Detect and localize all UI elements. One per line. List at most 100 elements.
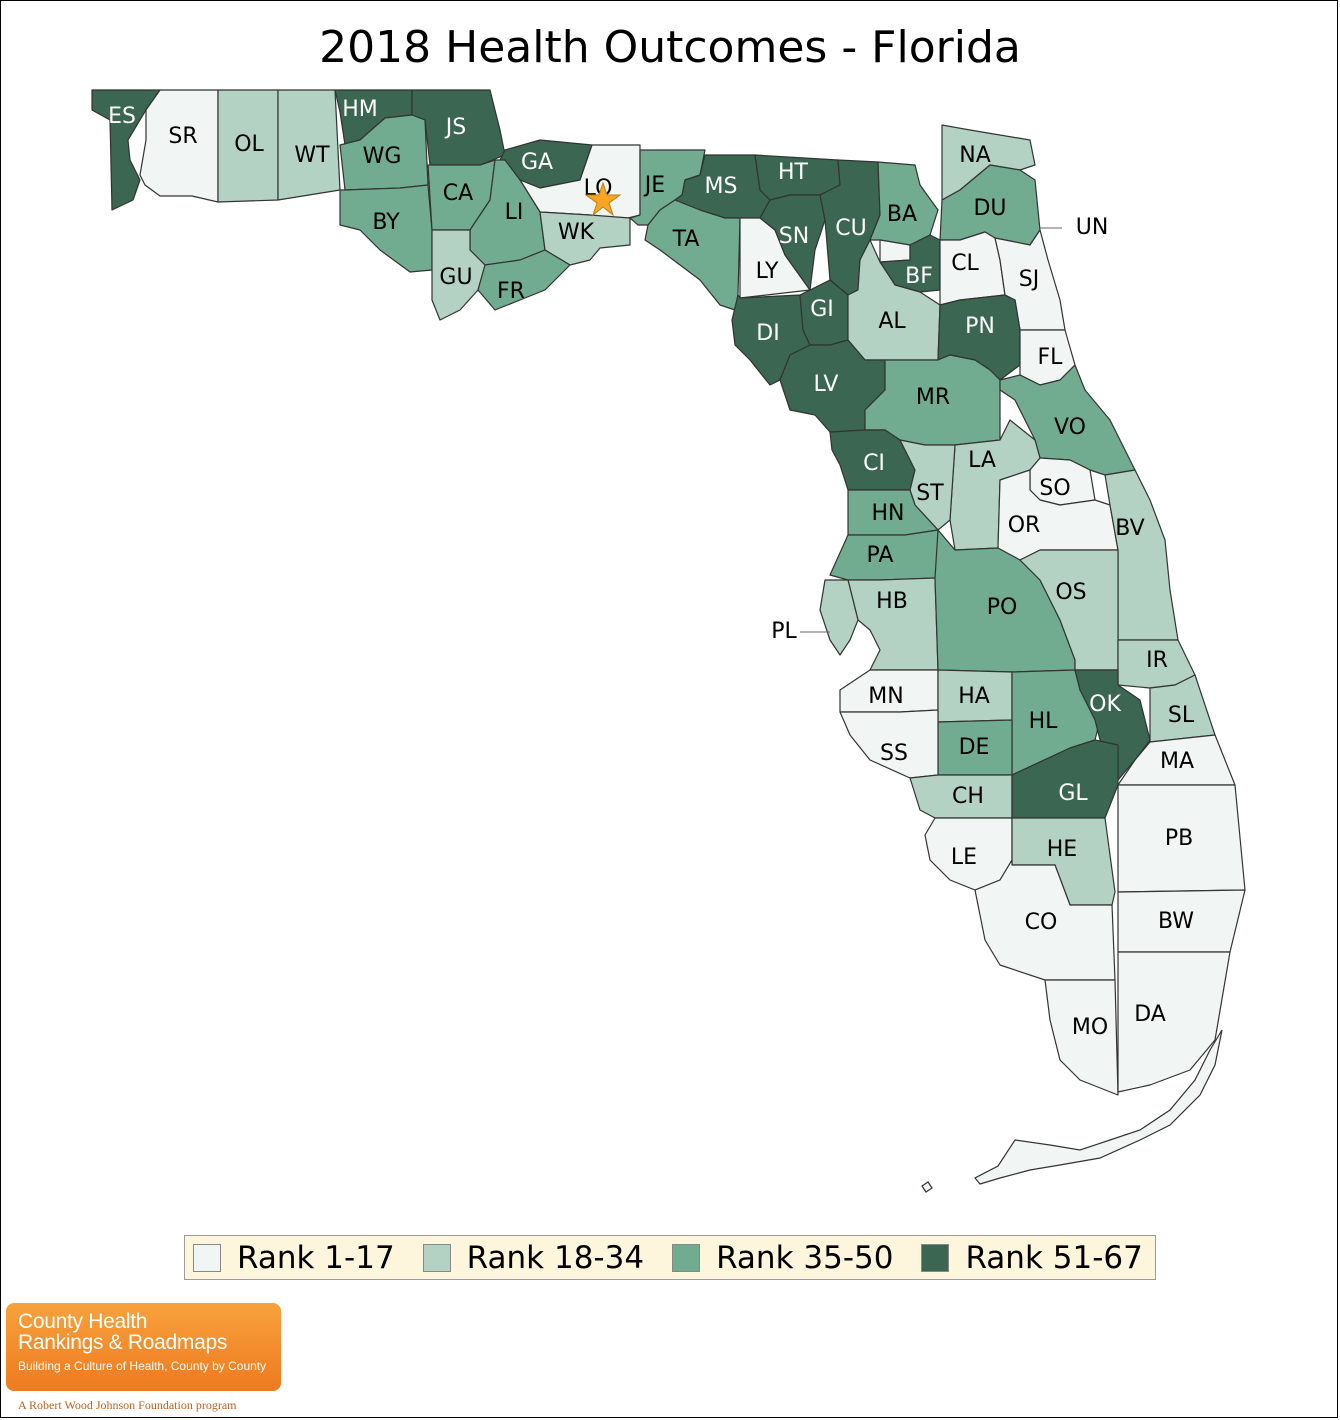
county-label-ma: MA [1160, 749, 1194, 774]
county-fr [477, 249, 571, 311]
county-mo [1044, 979, 1119, 1096]
county-label-sl: SL [1168, 703, 1195, 728]
legend-swatch [422, 1243, 451, 1272]
logo-tagline: Building a Culture of Health, County by … [18, 1359, 267, 1373]
county-label-he: HE [1047, 837, 1077, 862]
county-label-na: NA [959, 143, 991, 168]
legend-item-rank-1-17: Rank 1-17 [193, 1240, 395, 1276]
county-sn [759, 194, 826, 291]
logo-line-1: County Health [18, 1310, 148, 1333]
county-label-gu: GU [439, 265, 472, 290]
county-label-st: ST [916, 481, 944, 506]
florida-keys [921, 1181, 933, 1193]
county-bv [1104, 469, 1179, 641]
legend-item-rank-35-50: Rank 35-50 [672, 1240, 893, 1276]
county-da [1117, 951, 1231, 1093]
county-label-sn: SN [779, 224, 809, 249]
county-label-bf: BF [905, 264, 933, 289]
county-label-wt: WT [294, 143, 330, 168]
county-label-pl: PL [771, 619, 797, 644]
county-label-al: AL [878, 309, 906, 334]
county-gu [431, 229, 486, 321]
county-label-es: ES [108, 104, 136, 129]
county-label-ir: IR [1146, 648, 1168, 673]
county-label-bw: BW [1158, 909, 1194, 934]
county-label-le: LE [951, 845, 977, 870]
county-label-po: PO [987, 595, 1018, 620]
county-label-ly: LY [756, 259, 779, 284]
county-label-mo: MO [1072, 1015, 1108, 1040]
county-label-fl: FL [1038, 345, 1064, 370]
county-co [974, 859, 1116, 981]
county-label-pn: PN [965, 314, 995, 339]
county-label-je: JE [643, 173, 665, 198]
county-label-ss: SS [880, 741, 908, 766]
county-label-fr: FR [497, 279, 525, 304]
legend-label: Rank 18-34 [466, 1239, 645, 1276]
county-label-lv: LV [814, 372, 839, 397]
county-sl [1149, 674, 1216, 743]
county-label-bv: BV [1115, 516, 1144, 541]
county-label-ok: OK [1089, 692, 1121, 717]
legend-swatch [672, 1243, 701, 1272]
capital-star-icon [584, 181, 622, 217]
county-label-du: DU [973, 196, 1006, 221]
county-label-vo: VO [1054, 415, 1086, 440]
county-label-de: DE [959, 735, 990, 760]
county-label-pb: PB [1165, 826, 1193, 851]
county-label-gi: GI [810, 297, 834, 322]
county-label-un: UN [1076, 215, 1109, 240]
legend-item-rank-51-67: Rank 51-67 [921, 1239, 1143, 1276]
county-label-hb: HB [876, 589, 908, 614]
county-label-ba: BA [887, 202, 917, 227]
legend-swatch [193, 1243, 221, 1272]
county-label-os: OS [1055, 580, 1086, 605]
county-label-da: DA [1134, 1002, 1166, 1027]
county-label-cl: CL [951, 251, 979, 276]
county-label-by: BY [372, 210, 400, 235]
county-label-ci: CI [863, 451, 885, 476]
legend: Rank 1-17 Rank 18-34 Rank 35-50 Rank 51-… [184, 1235, 1156, 1280]
county-label-li: LI [505, 200, 524, 225]
county-label-wk: WK [558, 220, 595, 245]
county-label-sj: SJ [1019, 267, 1039, 292]
county-label-gl: GL [1058, 781, 1088, 806]
legend-label: Rank 35-50 [716, 1239, 894, 1276]
county-label-ta: TA [672, 227, 700, 252]
county-label-ca: CA [443, 181, 473, 206]
county-label-hn: HN [872, 501, 905, 526]
county-label-mn: MN [868, 684, 903, 709]
county-label-so: SO [1039, 476, 1070, 501]
county-label-la: LA [968, 448, 996, 473]
legend-swatch [921, 1243, 950, 1272]
county-label-co: CO [1025, 910, 1058, 935]
county-pl [819, 579, 859, 656]
legend-item-rank-18-34: Rank 18-34 [422, 1239, 645, 1276]
county-label-wg: WG [363, 144, 402, 169]
chrr-logo: County Health Rankings & Roadmaps Buildi… [6, 1303, 281, 1391]
map-title: 2018 Health Outcomes - Florida [319, 22, 1021, 73]
county-label-ha: HA [958, 684, 990, 709]
county-label-ol: OL [234, 132, 264, 157]
county-label-js: JS [444, 115, 466, 140]
county-label-sr: SR [168, 124, 197, 149]
county-label-mr: MR [916, 385, 950, 410]
rwjf-footer: A Robert Wood Johnson Foundation program [18, 1398, 237, 1412]
county-label-ch: CH [952, 784, 984, 809]
legend-label: Rank 1-17 [237, 1239, 395, 1276]
county-label-hl: HL [1029, 709, 1059, 734]
county-ok [1074, 669, 1151, 781]
county-label-ht: HT [778, 160, 809, 185]
county-label-ga: GA [521, 150, 553, 175]
county-label-hm: HM [342, 97, 378, 122]
legend-label: Rank 51-67 [965, 1239, 1143, 1276]
county-label-pa: PA [867, 543, 894, 568]
county-label-ms: MS [705, 174, 738, 199]
county-label-di: DI [756, 321, 779, 346]
county-label-cu: CU [835, 216, 866, 241]
county-label-or: OR [1008, 513, 1041, 538]
logo-line-2: Rankings & Roadmaps [18, 1331, 228, 1354]
florida-keys [974, 1029, 1223, 1185]
